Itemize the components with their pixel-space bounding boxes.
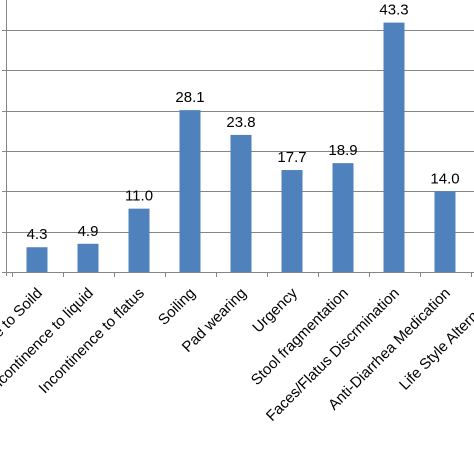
bars — [26, 22, 456, 273]
bar — [383, 22, 405, 273]
data-label: 17.7 — [277, 149, 306, 166]
bar — [434, 191, 456, 272]
data-label: 11.0 — [125, 188, 153, 205]
data-label: 14.0 — [430, 170, 459, 187]
category-label: Stool fragmentation — [248, 285, 352, 389]
data-label: 43.3 — [379, 2, 408, 19]
data-label: 4.9 — [78, 223, 99, 240]
category-label: Soiling — [155, 285, 199, 329]
bar — [281, 170, 303, 272]
category-label: Urgency — [249, 284, 301, 336]
value-labels: 4.3 4.9 11.0 28.1 23.8 17.7 18.9 43.3 14.0 — [27, 2, 460, 244]
bar — [179, 110, 201, 272]
bar — [77, 243, 99, 272]
data-label: 23.8 — [226, 114, 255, 131]
data-label: 18.9 — [328, 142, 357, 159]
data-label: 28.1 — [175, 89, 204, 106]
bar — [128, 208, 150, 272]
data-label: 4.3 — [27, 226, 48, 243]
bar — [26, 247, 48, 272]
bar — [332, 163, 354, 272]
bar — [230, 134, 252, 272]
